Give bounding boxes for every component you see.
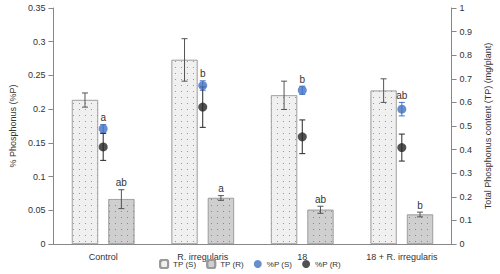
svg-text:% Phosphonus (%P): % Phosphonus (%P) [8, 84, 18, 167]
svg-text:TP (S): TP (S) [173, 260, 196, 269]
svg-text:0.1: 0.1 [460, 215, 473, 225]
svg-text:0.3: 0.3 [460, 168, 473, 178]
svg-text:ab: ab [116, 177, 128, 188]
svg-text:0.3: 0.3 [33, 37, 46, 47]
svg-text:0.1: 0.1 [33, 172, 46, 182]
svg-text:ab: ab [396, 90, 408, 101]
svg-text:0.35: 0.35 [28, 3, 46, 13]
svg-text:b: b [417, 200, 423, 211]
svg-text:0.2: 0.2 [33, 104, 46, 114]
svg-text:0.15: 0.15 [28, 138, 46, 148]
svg-text:R. irregularis: R. irregularis [177, 251, 229, 262]
svg-text:ab: ab [315, 194, 327, 205]
svg-text:0.5: 0.5 [460, 121, 473, 131]
svg-text:TP (R): TP (R) [220, 260, 244, 269]
svg-text:0.25: 0.25 [28, 70, 46, 80]
svg-text:%P (S): %P (S) [267, 260, 293, 269]
svg-text:%P (R): %P (R) [315, 260, 341, 269]
svg-text:0.9: 0.9 [460, 27, 473, 37]
svg-text:b: b [299, 74, 305, 85]
svg-text:0.4: 0.4 [460, 145, 473, 155]
svg-text:a: a [100, 112, 106, 123]
svg-text:18 + R. irregularis: 18 + R. irregularis [366, 252, 438, 262]
svg-text:18: 18 [297, 252, 307, 262]
svg-text:0: 0 [460, 239, 465, 249]
svg-text:1: 1 [460, 3, 465, 13]
svg-text:b: b [200, 68, 206, 79]
svg-text:Total Phosphonus content (TP): Total Phosphonus content (TP) (mg/plant) [483, 43, 493, 210]
svg-text:0: 0 [40, 239, 45, 249]
svg-text:Control: Control [89, 252, 118, 262]
svg-text:0.7: 0.7 [460, 74, 473, 84]
svg-text:a: a [218, 183, 224, 194]
svg-text:0.6: 0.6 [460, 97, 473, 107]
svg-text:0.05: 0.05 [28, 205, 46, 215]
svg-text:0.8: 0.8 [460, 50, 473, 60]
svg-text:0.2: 0.2 [460, 192, 473, 202]
